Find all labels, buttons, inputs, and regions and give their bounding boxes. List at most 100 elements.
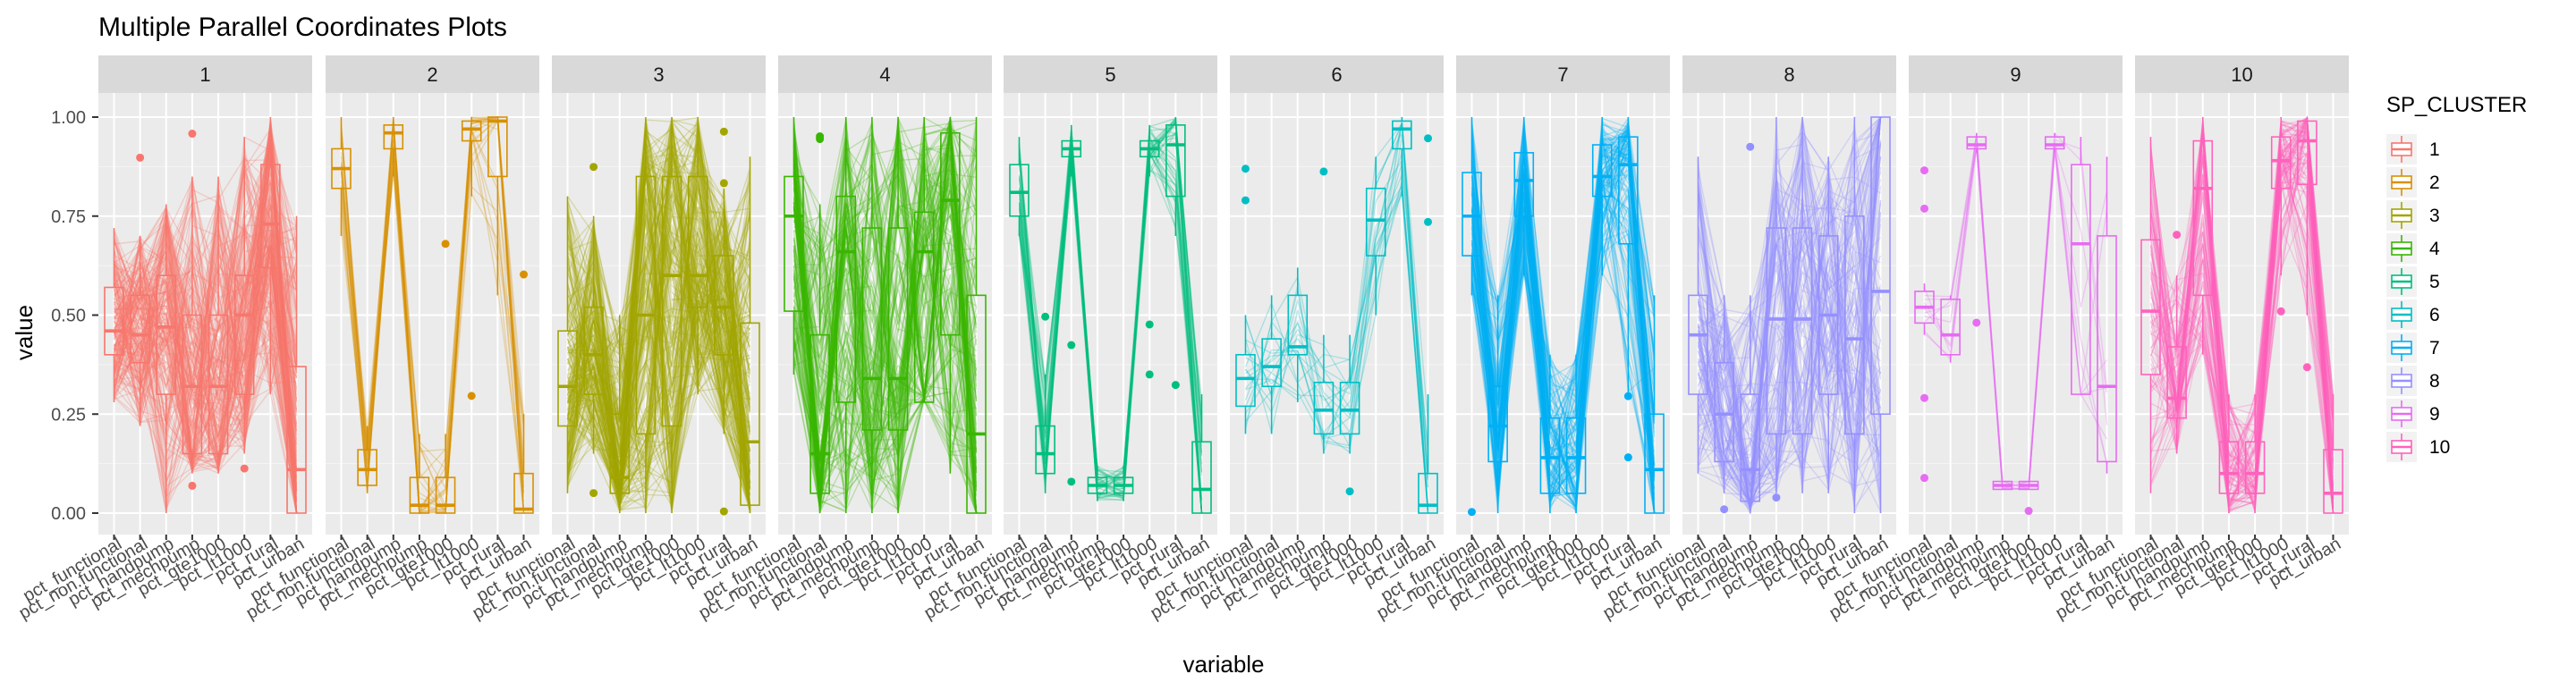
- box-iqr: [835, 195, 857, 403]
- parallel-line: [566, 134, 751, 510]
- parallel-line: [1470, 152, 1656, 487]
- parallel-line: [1697, 288, 1882, 494]
- parallel-line: [2149, 142, 2334, 514]
- box-iqr: [208, 314, 229, 455]
- parallel-line: [114, 152, 298, 466]
- parallel-line: [1697, 287, 1881, 468]
- parallel-line: [2149, 118, 2334, 505]
- legend-label: 2: [2429, 173, 2440, 193]
- parallel-line: [1697, 198, 1882, 475]
- parallel-line: [1018, 146, 1203, 514]
- parallel-line: [1470, 144, 1656, 457]
- parallel-line: [1245, 131, 1429, 511]
- parallel-line: [567, 127, 751, 463]
- parallel-line: [792, 117, 978, 473]
- parallel-line: [1470, 155, 1656, 490]
- parallel-line: [566, 166, 751, 491]
- parallel-line: [566, 131, 751, 488]
- parallel-line: [1697, 239, 1881, 509]
- parallel-line: [792, 173, 978, 492]
- boxplot-pct_rural: [2071, 137, 2091, 395]
- parallel-line: [113, 226, 298, 446]
- parallel-line: [566, 173, 751, 487]
- parallel-line: [792, 162, 978, 482]
- parallel-line: [566, 190, 751, 461]
- boxplot-pct_gte1000: [1113, 465, 1134, 501]
- parallel-line: [792, 142, 978, 503]
- parallel-line: [1470, 127, 1656, 514]
- box-iqr: [1261, 338, 1282, 388]
- parallel-line: [566, 124, 751, 422]
- parallel-line: [1244, 184, 1429, 507]
- outlier-point: [1145, 370, 1154, 379]
- parallel-line: [566, 121, 751, 506]
- legend-label: 3: [2429, 206, 2440, 226]
- parallel-line: [566, 249, 751, 433]
- box-iqr: [714, 255, 734, 356]
- parallel-line: [1697, 116, 1881, 485]
- box-iqr: [2297, 120, 2318, 186]
- parallel-line: [113, 139, 298, 514]
- parallel-line: [1698, 123, 1882, 512]
- parallel-line: [1698, 116, 1882, 509]
- parallel-line: [792, 136, 978, 443]
- parallel-line: [113, 147, 298, 405]
- parallel-line: [792, 128, 978, 509]
- parallel-line: [1018, 137, 1203, 514]
- parallel-line: [1470, 123, 1656, 511]
- boxplot-pct_urban: [1644, 295, 1665, 514]
- parallel-line: [566, 144, 751, 459]
- boxplot-pct_handpump: [1966, 132, 1987, 153]
- parallel-line: [1697, 223, 1882, 415]
- boxplot-pct_urban: [1870, 116, 1891, 513]
- parallel-line: [1697, 196, 1882, 485]
- parallel-line: [1244, 193, 1429, 514]
- parallel-line: [2149, 131, 2334, 510]
- outlier-point: [1424, 217, 1433, 226]
- parallel-lines: [792, 114, 978, 515]
- parallel-line: [566, 146, 751, 507]
- parallel-line: [792, 120, 978, 486]
- parallel-line: [792, 125, 978, 464]
- parallel-line: [2150, 161, 2334, 501]
- parallel-line: [2150, 159, 2334, 506]
- parallel-line: [1018, 130, 1203, 501]
- parallel-line: [1470, 142, 1656, 514]
- parallel-line: [792, 143, 978, 499]
- parallel-line: [113, 246, 298, 514]
- box-iqr: [1392, 120, 1412, 150]
- parallel-line: [566, 142, 751, 512]
- parallel-line: [792, 122, 978, 514]
- parallel-line: [566, 133, 750, 482]
- parallel-line: [792, 146, 978, 438]
- parallel-line: [2149, 116, 2334, 499]
- parallel-line: [566, 115, 751, 483]
- parallel-line: [113, 229, 298, 473]
- parallel-line: [566, 198, 751, 451]
- parallel-line: [113, 249, 298, 475]
- parallel-lines: [1018, 116, 1203, 514]
- parallel-line: [792, 147, 977, 468]
- parallel-line: [566, 151, 751, 512]
- outlier-point: [1772, 493, 1781, 502]
- parallel-line: [2149, 118, 2334, 494]
- parallel-lines: [1244, 121, 1429, 514]
- box-iqr: [2218, 441, 2240, 494]
- parallel-line: [1470, 116, 1656, 490]
- facet-strip: [326, 55, 539, 93]
- boxplot-pct_lt1000: [1139, 124, 1160, 177]
- parallel-line: [566, 140, 751, 407]
- parallel-line: [114, 258, 298, 470]
- parallel-line: [566, 174, 750, 481]
- parallel-line: [114, 219, 298, 510]
- parallel-line: [566, 296, 751, 512]
- parallel-line: [566, 165, 751, 503]
- box-iqr: [1618, 136, 1639, 245]
- parallel-line: [567, 166, 751, 496]
- parallel-line: [1244, 184, 1429, 514]
- outlier-point: [1067, 341, 1076, 350]
- parallel-line: [1470, 125, 1656, 494]
- parallel-line: [113, 204, 298, 514]
- boxplot-pct_urban: [286, 215, 307, 514]
- parallel-line: [567, 118, 751, 486]
